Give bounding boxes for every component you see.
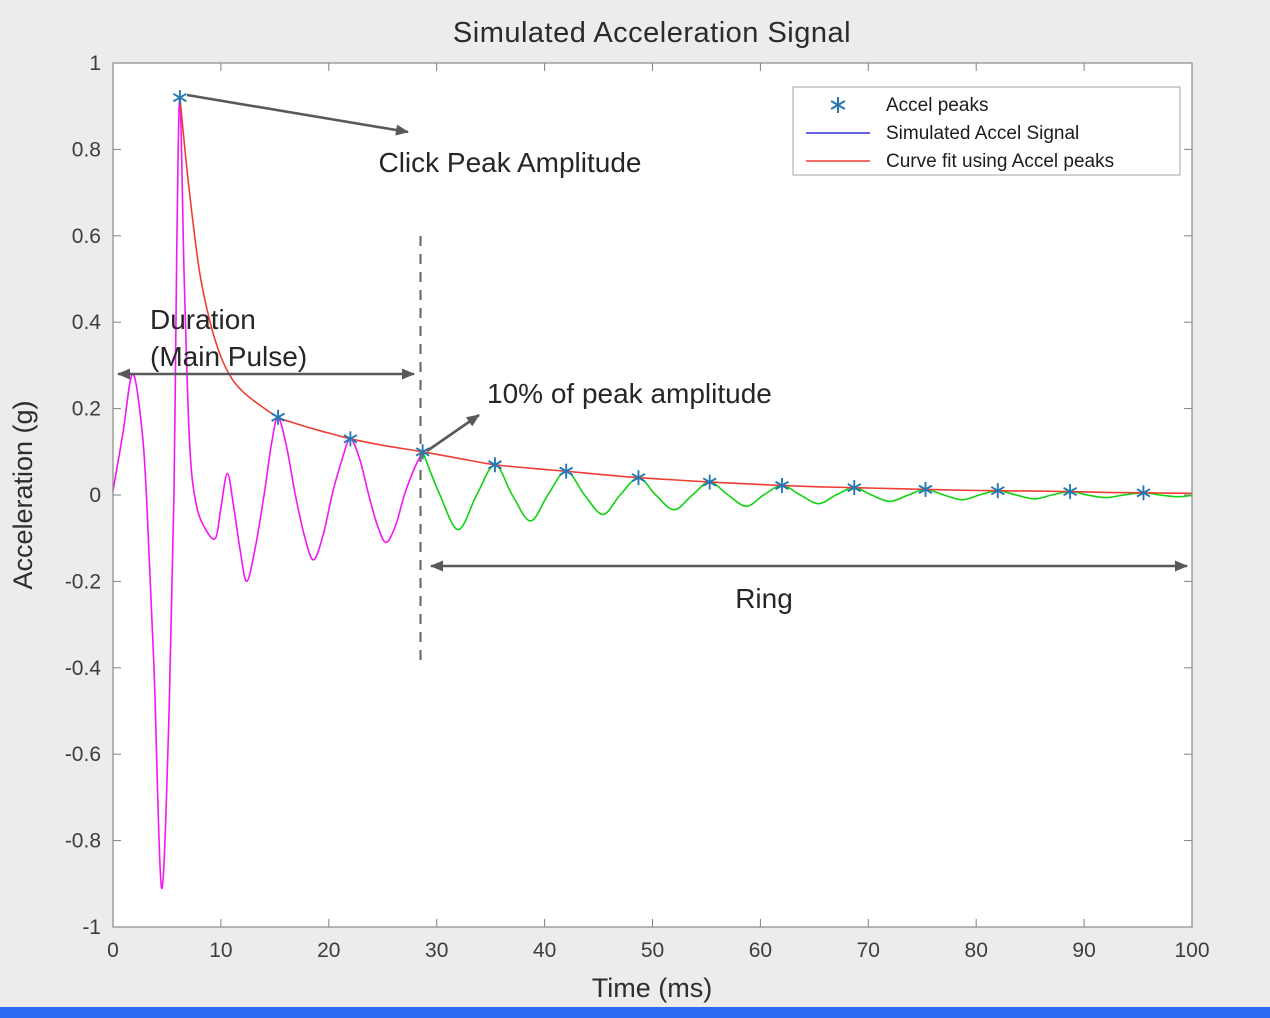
click-peak-annotation: Click Peak Amplitude xyxy=(378,147,641,178)
annotations: Click Peak Amplitude Duration (Main Puls… xyxy=(117,93,1188,668)
y-axis-label: Acceleration (g) xyxy=(8,400,38,589)
series-curve-fit xyxy=(179,97,1193,495)
legend: Accel peaks Simulated Accel Signal Curve… xyxy=(792,86,1181,176)
peak-marker xyxy=(1136,485,1151,501)
x-tick-label: 40 xyxy=(533,939,556,962)
chart-title: Simulated Acceleration Signal xyxy=(453,17,851,49)
peak-marker xyxy=(343,431,358,447)
y-tick-label: 0.4 xyxy=(72,311,102,334)
x-tick-label: 50 xyxy=(641,939,664,962)
legend-asterisk-marker-icon xyxy=(830,97,846,113)
y-tick-label: 1 xyxy=(89,52,101,75)
peak-marker xyxy=(847,480,862,496)
x-tick-label: 100 xyxy=(1174,939,1209,962)
y-tick-label: 0.6 xyxy=(72,225,101,248)
y-tick-label: 0.8 xyxy=(72,138,101,161)
ten-percent-annotation: 10% of peak amplitude xyxy=(487,378,772,409)
ten-percent-arrow xyxy=(426,413,480,453)
legend-label-accel-peaks: Accel peaks xyxy=(886,95,988,116)
y-tick-label: -1 xyxy=(82,916,101,939)
y-tick-label: -0.2 xyxy=(65,570,101,593)
duration-annotation-line2: (Main Pulse) xyxy=(150,341,307,372)
y-tick-label: 0.2 xyxy=(72,398,101,421)
peak-marker xyxy=(271,409,286,425)
peak-marker xyxy=(1063,484,1078,500)
peak-marker xyxy=(918,481,933,497)
x-axis-label: Time (ms) xyxy=(592,973,712,1003)
series-main-pulse xyxy=(112,96,424,889)
x-tick-label: 10 xyxy=(209,939,232,962)
y-tick-label: -0.6 xyxy=(65,743,101,766)
peak-marker xyxy=(415,444,430,460)
plot-area xyxy=(113,63,1192,927)
x-tick-label: 20 xyxy=(317,939,340,962)
x-tick-label: 90 xyxy=(1072,939,1095,962)
axes-box xyxy=(112,62,1193,928)
bottom-accent-bar xyxy=(0,1007,1270,1018)
peak-marker xyxy=(990,483,1005,499)
x-tick-label: 0 xyxy=(107,939,119,962)
duration-annotation-line1: Duration xyxy=(150,304,256,335)
peak-marker xyxy=(559,463,574,479)
peak-marker xyxy=(631,470,646,486)
peak-marker xyxy=(702,474,717,490)
y-tick-label: 0 xyxy=(89,484,101,507)
ring-annotation: Ring xyxy=(735,583,793,614)
legend-label-simulated-signal: Simulated Accel Signal xyxy=(886,123,1079,144)
peak-marker xyxy=(487,457,502,473)
x-tick-label: 30 xyxy=(425,939,448,962)
y-tick-label: -0.4 xyxy=(65,657,102,680)
peak-marker xyxy=(775,477,789,493)
x-tick-label: 70 xyxy=(857,939,880,962)
x-tick-label: 80 xyxy=(965,939,988,962)
click-peak-arrow xyxy=(186,93,409,136)
peak-markers-layer xyxy=(172,90,1151,501)
tick-labels: 0 10 20 30 40 50 60 70 80 90 100-1-0.8-0.6-0.4-0.2… xyxy=(65,52,1210,962)
peak-marker xyxy=(172,90,187,106)
y-tick-label: -0.8 xyxy=(65,830,101,853)
x-tick-label: 60 xyxy=(749,939,772,962)
legend-label-curve-fit: Curve fit using Accel peaks xyxy=(886,151,1114,172)
